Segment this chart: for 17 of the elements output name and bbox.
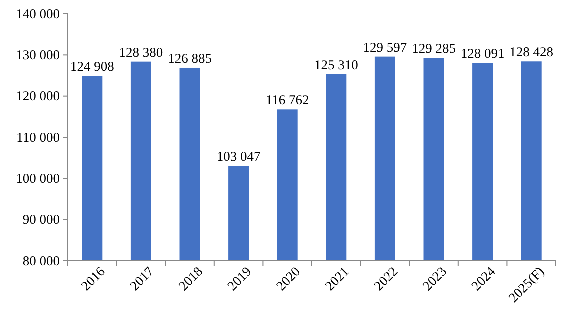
data-label: 125 310 <box>314 57 359 72</box>
data-label: 129 597 <box>363 40 408 55</box>
y-tick-label: 90 000 <box>22 212 60 228</box>
data-label: 124 908 <box>70 59 115 74</box>
y-tick-label: 100 000 <box>16 170 60 186</box>
data-label: 103 047 <box>216 149 261 164</box>
data-label: 128 428 <box>510 44 554 60</box>
y-tick-label: 140 000 <box>16 6 60 22</box>
y-tick-label: 80 000 <box>22 253 60 268</box>
y-tick-label: 110 000 <box>16 130 60 145</box>
data-label: 128 380 <box>119 44 164 60</box>
data-label: 116 762 <box>266 92 310 108</box>
y-tick-label: 120 000 <box>16 88 60 104</box>
y-tick-label: 130 000 <box>16 47 60 62</box>
data-label: 126 885 <box>168 50 212 66</box>
data-label: 129 285 <box>412 41 456 56</box>
data-label: 128 091 <box>460 46 505 62</box>
